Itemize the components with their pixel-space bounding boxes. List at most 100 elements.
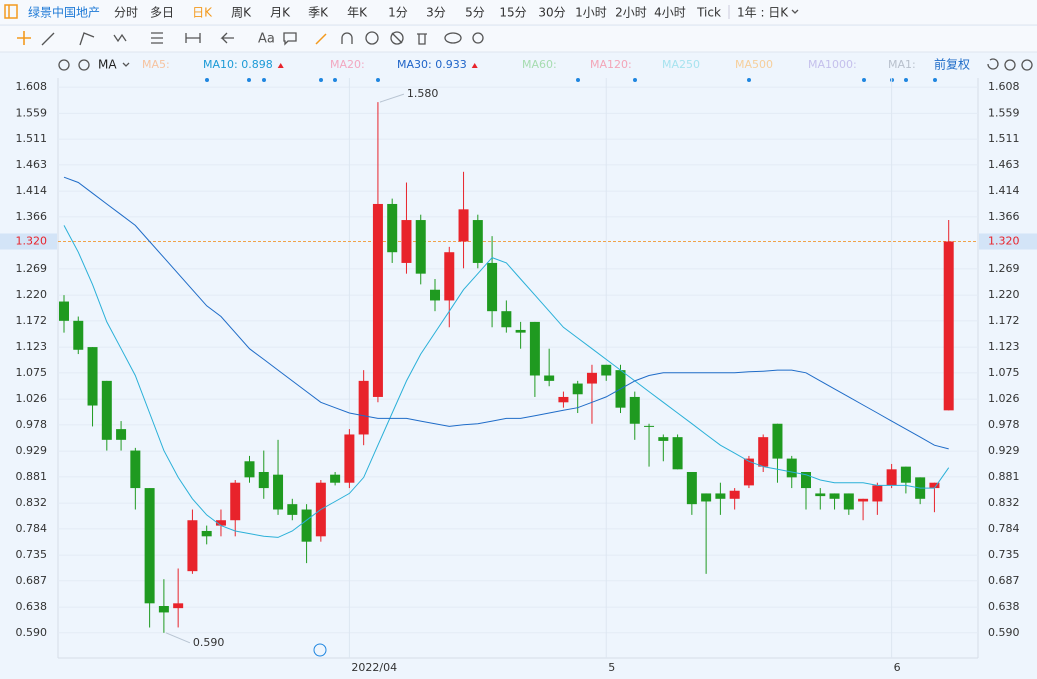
annotation-label: 1.580 bbox=[407, 87, 439, 100]
candle-body bbox=[729, 490, 740, 499]
y-tick-label-right: 0.735 bbox=[988, 548, 1020, 561]
event-dot[interactable] bbox=[747, 78, 751, 82]
period-tab[interactable]: 1分 bbox=[388, 6, 408, 20]
fib-tool[interactable] bbox=[151, 32, 163, 44]
period-tab[interactable]: 月K bbox=[270, 6, 291, 20]
candle-body bbox=[287, 504, 298, 515]
event-dot[interactable] bbox=[319, 78, 323, 82]
chevron[interactable] bbox=[791, 9, 799, 14]
candle-body bbox=[344, 434, 355, 483]
candle-body bbox=[358, 380, 369, 435]
ma-legend[interactable]: MA1: bbox=[888, 58, 916, 71]
logo-icon[interactable] bbox=[4, 4, 18, 19]
hide-tool[interactable] bbox=[390, 31, 404, 45]
period-tab[interactable]: 1小时 bbox=[575, 6, 607, 20]
pen-tool[interactable] bbox=[315, 33, 327, 45]
ma-legend[interactable]: MA120: bbox=[590, 58, 632, 71]
candle-body bbox=[758, 437, 769, 467]
wave-tool[interactable] bbox=[113, 33, 127, 43]
y-tick-label: 0.687 bbox=[16, 574, 48, 587]
event-dot[interactable] bbox=[333, 78, 337, 82]
range-select[interactable]: 1年 : 日K bbox=[737, 6, 789, 20]
y-tick-label-right: 1.026 bbox=[988, 392, 1020, 405]
y-tick-label-right: 1.559 bbox=[988, 106, 1020, 119]
ma-legend[interactable]: MA30: 0.933 bbox=[397, 58, 467, 71]
period-tab[interactable]: 季K bbox=[308, 6, 329, 20]
candle-body bbox=[701, 493, 712, 502]
sync-tool[interactable] bbox=[365, 31, 379, 45]
delete-tool[interactable] bbox=[417, 33, 427, 45]
event-dot[interactable] bbox=[862, 78, 866, 82]
period-tab[interactable]: 年K bbox=[347, 6, 368, 20]
chevron[interactable] bbox=[122, 62, 130, 67]
period-tab[interactable]: 15分 bbox=[499, 6, 526, 20]
candle-body bbox=[187, 520, 198, 572]
ma-legend[interactable]: MA250 bbox=[662, 58, 700, 71]
y-tick-label: 0.832 bbox=[16, 496, 48, 509]
period-tab[interactable]: 分时 bbox=[114, 6, 138, 20]
event-dot[interactable] bbox=[633, 78, 637, 82]
candle-body bbox=[201, 530, 212, 537]
event-dot[interactable] bbox=[576, 78, 580, 82]
zoom-out[interactable] bbox=[1004, 59, 1016, 71]
candle-body bbox=[116, 429, 127, 440]
period-tab[interactable]: 5分 bbox=[465, 6, 485, 20]
event-dot[interactable] bbox=[262, 78, 266, 82]
y-tick-label-right: 1.075 bbox=[988, 366, 1020, 379]
x-tick-label: 6 bbox=[894, 661, 901, 674]
undo-icon[interactable] bbox=[987, 58, 999, 70]
zoom-in[interactable] bbox=[1021, 59, 1033, 71]
ma-label[interactable]: MA bbox=[98, 58, 117, 72]
period-tab[interactable]: 30分 bbox=[538, 6, 565, 20]
channel-tool[interactable] bbox=[79, 32, 95, 46]
candle-body bbox=[544, 375, 555, 381]
ma-close[interactable] bbox=[78, 59, 90, 71]
note-tool[interactable] bbox=[283, 32, 297, 46]
ma-legend[interactable]: MA10: 0.898 bbox=[203, 58, 273, 71]
period-tab[interactable]: Tick bbox=[696, 6, 721, 20]
arrow-tool[interactable] bbox=[220, 32, 234, 44]
candle-body bbox=[929, 482, 940, 489]
y-tick-label-right: 0.881 bbox=[988, 470, 1020, 483]
period-tab[interactable]: 多日 bbox=[150, 6, 174, 20]
annotation-leader bbox=[379, 93, 405, 103]
event-dot[interactable] bbox=[376, 78, 380, 82]
ma-legend[interactable]: MA20: bbox=[330, 58, 365, 71]
text-tool[interactable]: Aa bbox=[258, 32, 275, 47]
stock-name[interactable]: 绿景中国地产 bbox=[28, 5, 100, 20]
event-dot[interactable] bbox=[205, 78, 209, 82]
adjust-mode[interactable]: 前复权 bbox=[934, 57, 970, 72]
candle-body bbox=[715, 493, 726, 499]
line-tool[interactable] bbox=[41, 32, 55, 46]
period-tab[interactable]: 4小时 bbox=[654, 6, 686, 20]
period-tab[interactable]: 周K bbox=[231, 6, 252, 20]
x-tick-label: 2022/04 bbox=[351, 661, 397, 674]
ma-legend[interactable]: MA1000: bbox=[808, 58, 857, 71]
range-tool[interactable] bbox=[185, 33, 201, 43]
event-icon[interactable] bbox=[313, 643, 327, 657]
settings-tool[interactable] bbox=[472, 32, 484, 44]
crosshair-tool[interactable] bbox=[17, 31, 31, 45]
link-tool[interactable] bbox=[444, 32, 462, 44]
candle-body bbox=[273, 474, 284, 510]
ma-legend[interactable]: MA500 bbox=[735, 58, 773, 71]
annotation-label: 0.590 bbox=[193, 636, 225, 649]
period-tab[interactable]: 日K bbox=[192, 6, 213, 20]
ma-legend[interactable]: MA5: bbox=[142, 58, 170, 71]
candle-body bbox=[858, 498, 869, 502]
event-dot[interactable] bbox=[904, 78, 908, 82]
ma-settings[interactable] bbox=[58, 59, 70, 71]
candle-body bbox=[629, 396, 640, 424]
ma-legend[interactable]: MA60: bbox=[522, 58, 557, 71]
y-tick-label: 1.463 bbox=[16, 158, 48, 171]
period-tab[interactable]: 2小时 bbox=[615, 6, 647, 20]
period-tab[interactable]: 3分 bbox=[426, 6, 446, 20]
y-tick-label: 1.414 bbox=[16, 184, 48, 197]
ma-trend-icon bbox=[277, 63, 284, 68]
event-dot[interactable] bbox=[933, 78, 937, 82]
y-tick-label-right: 0.687 bbox=[988, 574, 1020, 587]
event-dot[interactable] bbox=[247, 78, 251, 82]
magnet-tool[interactable] bbox=[341, 32, 353, 44]
candle-body bbox=[101, 380, 112, 440]
candle-body bbox=[829, 493, 840, 499]
